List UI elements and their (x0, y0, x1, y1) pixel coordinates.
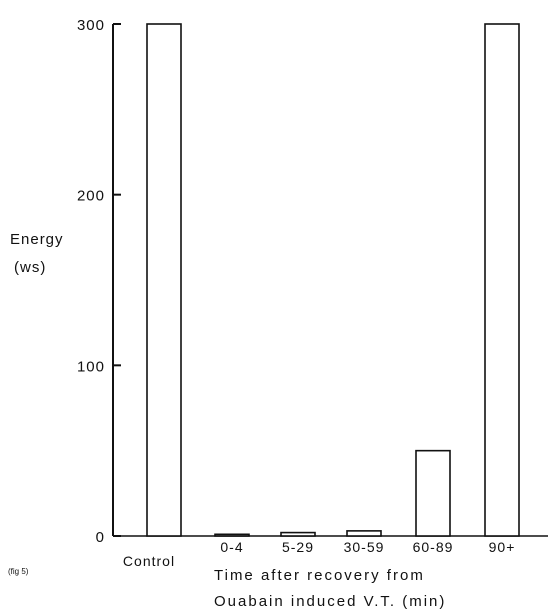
category-label: 5-29 (282, 539, 314, 555)
y-axis-label-line-1: Energy (10, 231, 64, 248)
category-labels: Control 0-4 5-29 30-59 60-89 90+ (123, 539, 516, 569)
bar-60-89 (415, 449, 451, 537)
y-tick-label: 200 (77, 188, 105, 205)
bar-5-29 (280, 531, 316, 537)
y-tick-label: 300 (77, 17, 105, 34)
bars (146, 23, 520, 537)
y-axis-label-line-2: (ws) (14, 259, 46, 276)
category-label: 30-59 (344, 539, 385, 555)
x-axis-label-line-1: Time after recovery from (214, 567, 425, 584)
y-tick-label: 100 (77, 358, 105, 375)
bar-30-59 (346, 530, 382, 537)
x-axis-label-line-2: Ouabain induced V.T. (min) (214, 593, 446, 610)
category-label: 90+ (489, 539, 516, 555)
bar-control (146, 23, 182, 537)
category-label: Control (123, 553, 175, 569)
category-label: 60-89 (413, 539, 454, 555)
bar-0-4 (214, 533, 250, 537)
bar-90- (484, 23, 520, 537)
y-tick-label: 0 (96, 529, 105, 546)
figure-label: (fig 5) (8, 567, 29, 576)
category-label: 0-4 (220, 539, 243, 555)
y-ticks: 0 100 200 300 (77, 17, 121, 546)
